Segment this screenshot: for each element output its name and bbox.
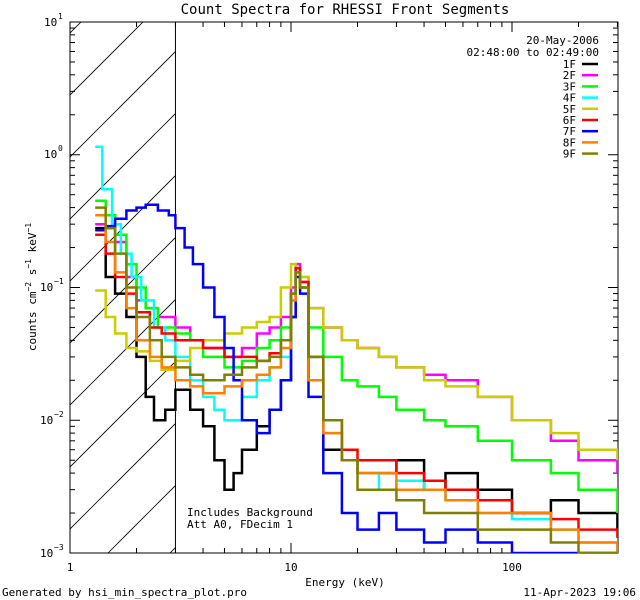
y-tick-label-1e-2: 10 −2 — [40, 410, 64, 427]
plot-frame — [69, 21, 619, 554]
series-5f — [95, 262, 618, 461]
annotation-background: Includes Background — [187, 506, 313, 519]
legend-label-2f: 2F — [563, 69, 576, 82]
series-lines — [95, 145, 618, 553]
svg-text:10: 10 — [40, 547, 53, 560]
svg-text:10: 10 — [44, 148, 57, 161]
svg-text:10: 10 — [40, 414, 53, 427]
background-hatched-region — [70, 0, 640, 553]
series-9f — [95, 206, 618, 553]
y-tick-label-1e-1: 10 −1 — [40, 277, 64, 294]
observation-date: 20-May-2006 — [526, 34, 599, 47]
svg-text:0: 0 — [58, 144, 63, 153]
hatch-line — [70, 236, 176, 344]
series-4f — [95, 145, 618, 553]
series-7f — [95, 203, 618, 553]
footer-timestamp: 11-Apr-2023 19:06 — [523, 586, 636, 599]
hatch-line — [232, 0, 640, 553]
chart-title: Count Spectra for RHESSI Front Segments — [181, 2, 510, 18]
legend-label-5f: 5F — [563, 103, 576, 116]
hatch-line — [70, 174, 176, 282]
svg-text:10: 10 — [44, 16, 57, 29]
y-axis-label: counts cm−2 s−1 keV−1 — [24, 223, 39, 351]
legend-label-3f: 3F — [563, 80, 576, 93]
hatch-line — [70, 422, 176, 530]
y-tick-label-1e0: 10 0 — [44, 144, 63, 161]
y-tick-label-1e-3: 10 −3 — [40, 543, 64, 560]
hatch-line — [70, 50, 176, 158]
svg-text:−1: −1 — [54, 277, 64, 286]
legend-label-9f: 9F — [563, 148, 576, 161]
svg-text:10: 10 — [40, 281, 53, 294]
x-tick-label-100: 100 — [502, 561, 522, 574]
legend-label-8f: 8F — [563, 136, 576, 149]
hatch-line — [70, 112, 176, 220]
y-tick-label-1e1: 10 1 — [44, 12, 63, 29]
x-axis-label: Energy (keV) — [305, 576, 384, 589]
hatch-line — [107, 484, 176, 553]
legend-label-6f: 6F — [563, 114, 576, 127]
svg-text:−3: −3 — [54, 543, 64, 552]
series-8f — [95, 214, 618, 553]
annotation-attenuator: Att A0, FDecim 1 — [187, 518, 293, 531]
hatch-line — [70, 360, 176, 468]
legend-label-7f: 7F — [563, 125, 576, 138]
legend-label-4f: 4F — [563, 92, 576, 105]
svg-text:−2: −2 — [54, 410, 64, 419]
legend-label-1f: 1F — [563, 58, 576, 71]
x-tick-label-10: 10 — [284, 561, 297, 574]
footer-generated-by: Generated by hsi_min_spectra_plot.pro — [2, 586, 247, 599]
time-range: 02:48:00 to 02:49:00 — [467, 46, 599, 59]
hatch-line — [70, 22, 144, 96]
x-tick-label-1: 1 — [67, 561, 74, 574]
svg-text:1: 1 — [58, 12, 63, 21]
axis-minor-ticks — [69, 22, 618, 554]
